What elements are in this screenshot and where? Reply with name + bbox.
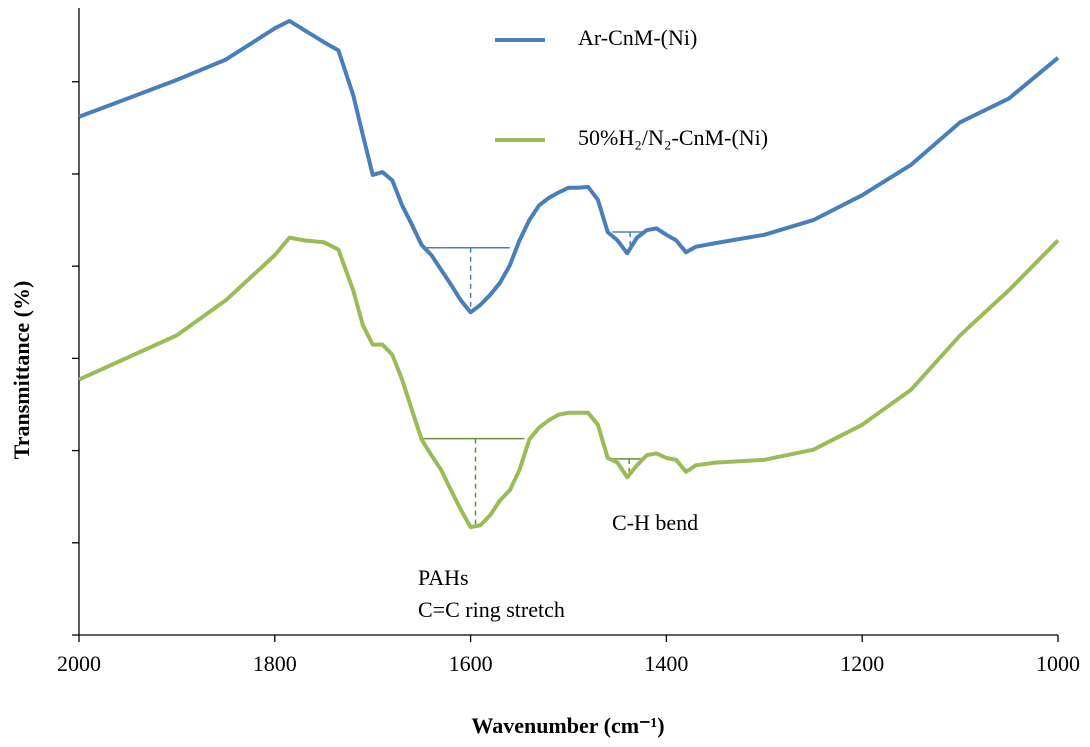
x-tick-label: 1600 bbox=[449, 651, 493, 676]
x-tick-label: 1400 bbox=[644, 651, 688, 676]
legend-label: Ar-CnM-(Ni) bbox=[578, 25, 697, 50]
spectrum-line bbox=[78, 18, 1060, 315]
annotation: C=C ring stretch bbox=[418, 597, 565, 622]
x-axis-label: Wavenumber (cm⁻¹) bbox=[471, 713, 664, 738]
legend-label: 50%H₂/N₂-CnM-(Ni) bbox=[578, 125, 768, 150]
x-tick-label: 1200 bbox=[840, 651, 884, 676]
spectrum-line bbox=[78, 235, 1060, 530]
x-tick-label: 1000 bbox=[1036, 651, 1080, 676]
y-axis-label: Transmittance (%) bbox=[9, 281, 34, 460]
annotation: PAHs bbox=[418, 565, 469, 590]
annotation: C-H bend bbox=[612, 510, 698, 535]
x-tick-label: 2000 bbox=[57, 651, 101, 676]
x-tick-label: 1800 bbox=[253, 651, 297, 676]
